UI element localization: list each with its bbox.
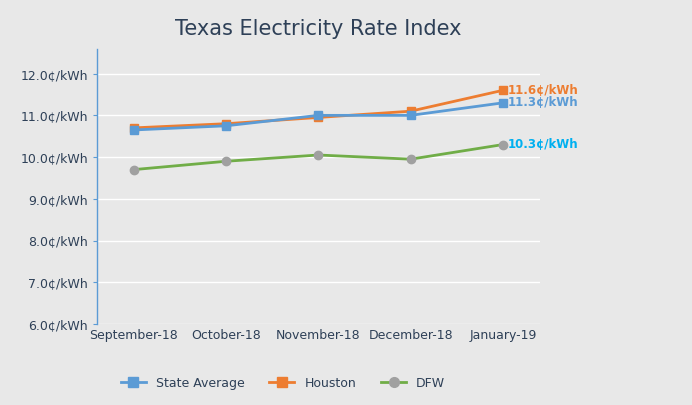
Title: Texas Electricity Rate Index: Texas Electricity Rate Index (175, 19, 462, 39)
Text: 10.3¢/kWh: 10.3¢/kWh (507, 138, 578, 151)
Text: 11.3¢/kWh: 11.3¢/kWh (507, 96, 578, 109)
Text: 11.6¢/kWh: 11.6¢/kWh (507, 84, 579, 97)
Legend: State Average, Houston, DFW: State Average, Houston, DFW (116, 372, 450, 395)
